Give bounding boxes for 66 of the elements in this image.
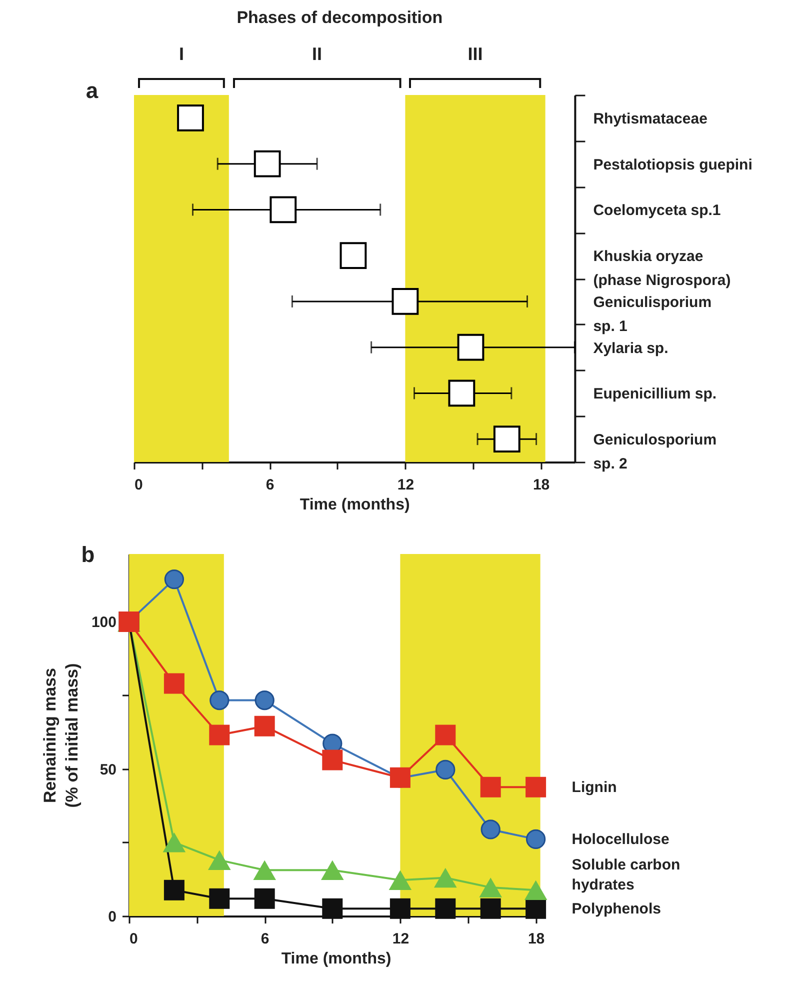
point — [164, 673, 184, 694]
y-tick-label: Rhytismataceae — [593, 110, 708, 128]
point — [164, 880, 184, 900]
y-tick-label: Eupenicillium sp. — [593, 386, 717, 403]
point — [479, 878, 502, 898]
point — [392, 288, 419, 315]
text: Phases of decomposition — [236, 8, 443, 28]
text: a — [86, 78, 98, 104]
point — [493, 426, 520, 453]
text: III — [468, 44, 483, 65]
point — [177, 104, 204, 132]
point — [321, 860, 344, 880]
y-tick-label: Geniculisporium sp. 1 — [593, 294, 712, 335]
series-label: Soluble carbon hydrates — [572, 856, 680, 894]
point — [448, 380, 476, 407]
point — [322, 750, 343, 770]
point — [390, 898, 410, 919]
x-tick-label: 18 — [528, 930, 545, 948]
point — [526, 898, 546, 919]
point — [209, 888, 230, 909]
y-tick-label: Geniculosporium sp. 2 — [593, 432, 717, 473]
point — [209, 724, 230, 746]
point — [480, 898, 501, 919]
series-label: Polyphenols — [572, 900, 661, 918]
point — [526, 776, 546, 798]
y-tick-label: Khuskia oryzae (phase Nigrospora) — [593, 248, 731, 290]
point — [434, 868, 457, 888]
text: b — [81, 542, 95, 568]
point — [436, 760, 456, 780]
point — [254, 716, 275, 736]
point — [388, 870, 412, 890]
point — [524, 880, 548, 900]
point — [254, 690, 274, 710]
x-axis-title: Time (months) — [300, 496, 410, 514]
point — [526, 829, 546, 849]
x-tick-label: 0 — [134, 476, 143, 494]
x-tick-label: 12 — [392, 930, 410, 948]
x-axis-title: Time (months) — [281, 950, 392, 968]
point — [435, 724, 456, 746]
y-tick-label: Xylaria sp. — [593, 340, 668, 357]
x-tick-label: 6 — [260, 930, 270, 948]
point — [210, 690, 230, 710]
point — [480, 776, 501, 798]
y-tick-label: 50 — [100, 761, 116, 778]
y-axis-title: Remaining mass (% of initial mass) — [40, 663, 82, 808]
series-label: Holocellulose — [572, 831, 670, 848]
point — [435, 898, 456, 919]
point — [480, 820, 500, 840]
x-tick-label: 6 — [266, 476, 274, 494]
point — [322, 898, 343, 919]
text: II — [312, 44, 322, 65]
x-tick-label: 12 — [397, 476, 414, 494]
y-tick-label: Pestalotiopsis guepini — [593, 156, 752, 174]
x-tick-label: 0 — [130, 930, 138, 948]
point — [254, 888, 275, 909]
y-tick-label: Coelomyceta sp.1 — [593, 202, 721, 220]
y-tick-label: 100 — [91, 614, 116, 632]
point — [164, 569, 184, 590]
y-tick-label: 0 — [108, 908, 116, 926]
point — [253, 860, 276, 880]
text: I — [178, 44, 184, 65]
point — [208, 850, 231, 870]
series-label: Lignin — [572, 779, 617, 796]
point — [457, 334, 484, 361]
point — [162, 832, 186, 852]
x-tick-label: 18 — [532, 476, 550, 494]
